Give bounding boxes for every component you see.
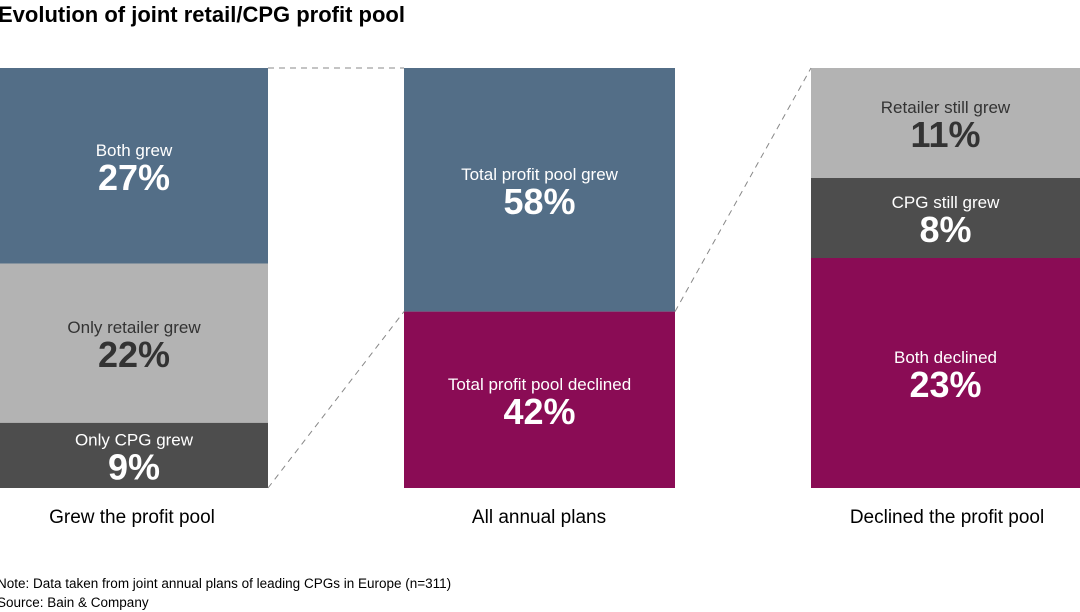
segment-label: Both grew — [96, 141, 173, 160]
segment-label: Total profit pool declined — [448, 375, 631, 394]
category-label-grew: Grew the profit pool — [49, 507, 215, 528]
source: Source: Bain & Company — [0, 595, 149, 610]
chart-title: Evolution of joint retail/CPG profit poo… — [0, 2, 405, 27]
bar-segment — [811, 258, 1080, 488]
footnote: Note: Data taken from joint annual plans… — [0, 576, 452, 591]
bar-segment — [811, 178, 1080, 258]
segment-value: 9% — [108, 446, 160, 487]
segment-value: 23% — [909, 364, 981, 405]
bar-segment — [0, 263, 268, 423]
connector-line — [267, 311, 405, 489]
segment-label: Both declined — [894, 348, 997, 367]
segment-label: Only CPG grew — [75, 430, 194, 449]
segment-value: 8% — [919, 209, 971, 250]
connector-line — [674, 67, 812, 312]
bar-segment — [811, 68, 1080, 178]
segment-value: 22% — [98, 334, 170, 375]
segment-value: 27% — [98, 157, 170, 198]
segment-value: 58% — [503, 181, 575, 222]
bar-segment — [404, 311, 675, 488]
segment-label: CPG still grew — [892, 193, 1000, 212]
category-label-all: All annual plans — [471, 507, 607, 528]
bar-segment — [0, 68, 268, 264]
segment-label: Total profit pool grew — [461, 165, 619, 184]
segment-value: 11% — [910, 114, 980, 155]
category-label-declined: Declined the profit pool — [849, 507, 1045, 528]
bar-segment — [0, 422, 268, 488]
segment-label: Retailer still grew — [881, 98, 1011, 117]
segment-label: Only retailer grew — [67, 318, 201, 337]
bar-segment — [404, 68, 675, 312]
segment-value: 42% — [503, 391, 575, 432]
